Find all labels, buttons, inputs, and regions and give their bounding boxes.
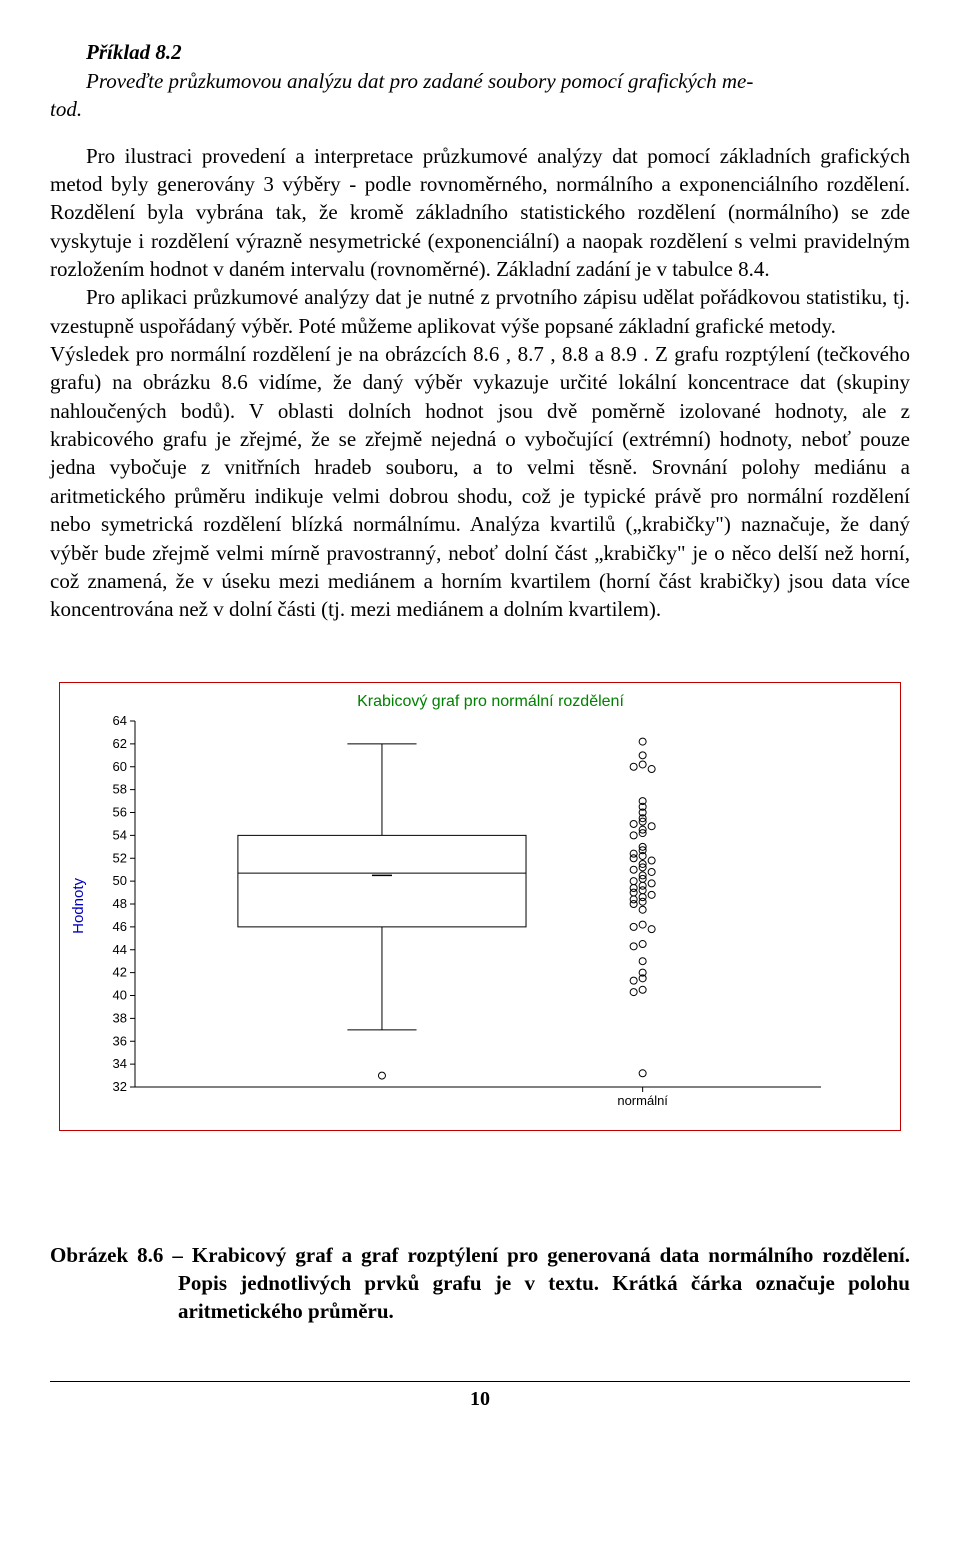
svg-text:48: 48	[113, 896, 127, 911]
svg-text:36: 36	[113, 1033, 127, 1048]
chart-container: Hodnoty Krabicový graf pro normální rozd…	[59, 682, 901, 1131]
chart-title: Krabicový graf pro normální rozdělení	[91, 693, 890, 711]
svg-text:64: 64	[113, 715, 127, 728]
svg-text:52: 52	[113, 850, 127, 865]
subheading-line2: tod.	[50, 97, 82, 121]
page-number: 10	[470, 1388, 490, 1410]
svg-text:56: 56	[113, 804, 127, 819]
subheading-line1: Proveďte průzkumovou analýzu dat pro zad…	[50, 67, 910, 95]
svg-text:44: 44	[113, 941, 127, 956]
svg-text:60: 60	[113, 758, 127, 773]
paragraph-2: Pro aplikaci průzkumové analýzy dat je n…	[50, 283, 910, 340]
svg-text:58: 58	[113, 781, 127, 796]
chart-ylabel: Hodnoty	[70, 878, 87, 934]
svg-text:40: 40	[113, 987, 127, 1002]
caption-label: Obrázek 8.6 – Krabicový graf a graf rozp…	[50, 1243, 910, 1324]
svg-text:34: 34	[113, 1056, 127, 1071]
svg-text:62: 62	[113, 735, 127, 750]
svg-text:normální: normální	[617, 1093, 668, 1108]
svg-text:46: 46	[113, 918, 127, 933]
example-heading: Příklad 8.2	[86, 40, 910, 65]
paragraph-1: Pro ilustraci provedení a interpretace p…	[50, 142, 910, 284]
svg-text:42: 42	[113, 964, 127, 979]
figure-caption: Obrázek 8.6 – Krabicový graf a graf rozp…	[50, 1241, 910, 1326]
chart-border: Hodnoty Krabicový graf pro normální rozd…	[59, 682, 901, 1131]
svg-text:54: 54	[113, 827, 127, 842]
boxplot-chart: 64 62 60 58 56 54 52 50 48 46 44 42 40 38 36 34 32 normál…	[91, 715, 831, 1115]
svg-text:38: 38	[113, 1010, 127, 1025]
paragraph-3: Výsledek pro normální rozdělení je na ob…	[50, 340, 910, 623]
subheading: Proveďte průzkumovou analýzu dat pro zad…	[50, 67, 910, 124]
page-footer: 10	[50, 1381, 910, 1411]
svg-text:50: 50	[113, 873, 127, 888]
footer-rule	[50, 1381, 910, 1382]
svg-text:32: 32	[113, 1079, 127, 1094]
